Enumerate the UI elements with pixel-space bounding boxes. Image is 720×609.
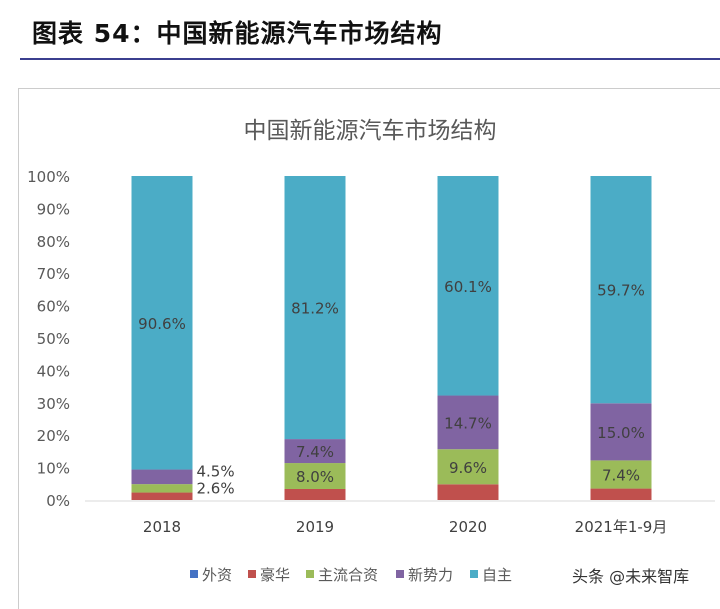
y-tick-label: 50% [37, 330, 70, 348]
bar-segment [590, 176, 652, 404]
data-label: 7.4% [602, 466, 640, 484]
data-label: 60.1% [444, 278, 492, 296]
bar-segment [590, 403, 652, 461]
y-tick-label: 60% [37, 298, 70, 316]
bar-segment [131, 469, 193, 485]
y-tick-label: 10% [37, 460, 70, 478]
data-label: 9.6% [449, 459, 487, 477]
y-tick-label: 100% [27, 168, 70, 186]
y-tick-label: 40% [37, 362, 70, 380]
legend-label: 豪华 [260, 566, 290, 584]
legend-swatch [248, 570, 256, 578]
bar-segment [284, 176, 346, 440]
data-label: 15.0% [597, 424, 645, 442]
x-tick-label: 2018 [143, 518, 181, 536]
bar-segment [284, 488, 346, 500]
data-label: 2.6% [197, 479, 235, 497]
chart-title: 中国新能源汽车市场结构 [244, 118, 497, 144]
data-label: 14.7% [444, 414, 492, 432]
data-label: 81.2% [291, 300, 339, 318]
bar-segment [284, 463, 346, 489]
legend-label: 自主 [482, 566, 512, 584]
bar-segment [131, 484, 193, 493]
legend-label: 主流合资 [318, 566, 378, 584]
data-label: 59.7% [597, 282, 645, 300]
data-label: 90.6% [138, 315, 186, 333]
bar-segment [131, 492, 193, 500]
x-tick-label: 2020 [449, 518, 487, 536]
bar-segment [590, 460, 652, 489]
legend-swatch [306, 570, 314, 578]
bar-segment [284, 439, 346, 464]
legend-swatch [396, 570, 404, 578]
x-tick-label: 2021年1-9月 [575, 518, 668, 536]
y-tick-label: 30% [37, 395, 70, 413]
legend-label: 新势力 [408, 566, 453, 584]
legend-swatch [470, 570, 478, 578]
data-label: 8.0% [296, 468, 334, 486]
data-label: 7.4% [296, 443, 334, 461]
data-label: 4.5% [197, 462, 235, 480]
watermark: 头条 @未来智库 [572, 567, 690, 586]
bar-segment [437, 176, 499, 396]
bar-segment [131, 176, 193, 470]
bar-segment [437, 395, 499, 450]
title-divider [20, 58, 720, 60]
legend-swatch [190, 570, 198, 578]
bar-segment [590, 488, 652, 500]
y-tick-label: 80% [37, 233, 70, 251]
bar-segment [437, 484, 499, 500]
y-tick-label: 70% [37, 265, 70, 283]
y-tick-label: 20% [37, 427, 70, 445]
figure-title: 图表 54：中国新能源汽车市场结构 [32, 19, 443, 48]
x-tick-label: 2019 [296, 518, 334, 536]
bar-segment [437, 449, 499, 485]
chart-frame [18, 88, 720, 609]
y-tick-label: 0% [46, 492, 70, 510]
legend-label: 外资 [202, 566, 232, 584]
y-tick-label: 90% [37, 200, 70, 218]
